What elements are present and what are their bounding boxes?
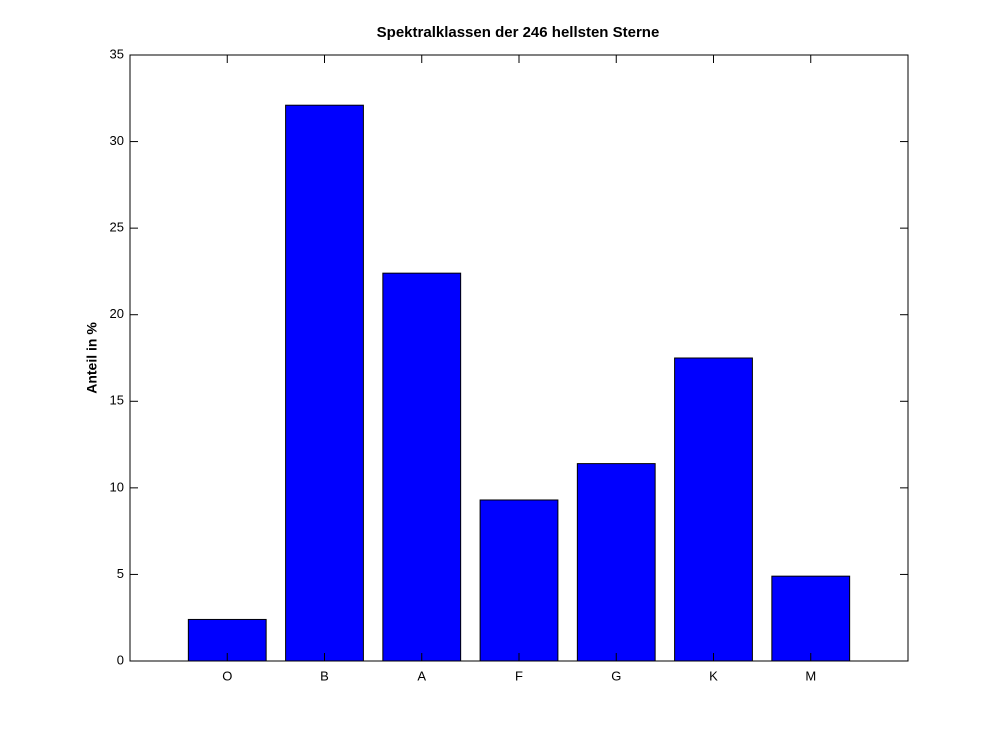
bar (382, 272, 462, 662)
y-tick-label: 25 (110, 220, 124, 235)
x-tick-label: K (709, 668, 718, 683)
bar (576, 463, 656, 662)
x-tick-label: B (320, 668, 329, 683)
bar (674, 357, 753, 662)
y-tick-label: 35 (110, 46, 124, 61)
x-tick-label: O (222, 668, 232, 683)
y-tick-label: 20 (110, 306, 124, 321)
y-tick-label: 0 (117, 652, 124, 667)
bar (771, 575, 851, 662)
y-tick-label: 15 (110, 393, 124, 408)
x-tick-label: F (515, 668, 523, 683)
x-tick-label: A (417, 668, 426, 683)
bar (479, 499, 559, 662)
y-tick-label: 30 (110, 133, 124, 148)
x-tick-label: G (611, 668, 621, 683)
chart-title: Spektralklassen der 246 hellsten Sterne (377, 24, 660, 41)
y-tick-label: 10 (110, 479, 124, 494)
y-tick-label: 5 (117, 566, 124, 581)
axes-box (129, 54, 909, 662)
y-axis-label: Anteil in % (84, 322, 100, 394)
bar (285, 104, 364, 662)
x-tick-label: M (805, 668, 816, 683)
